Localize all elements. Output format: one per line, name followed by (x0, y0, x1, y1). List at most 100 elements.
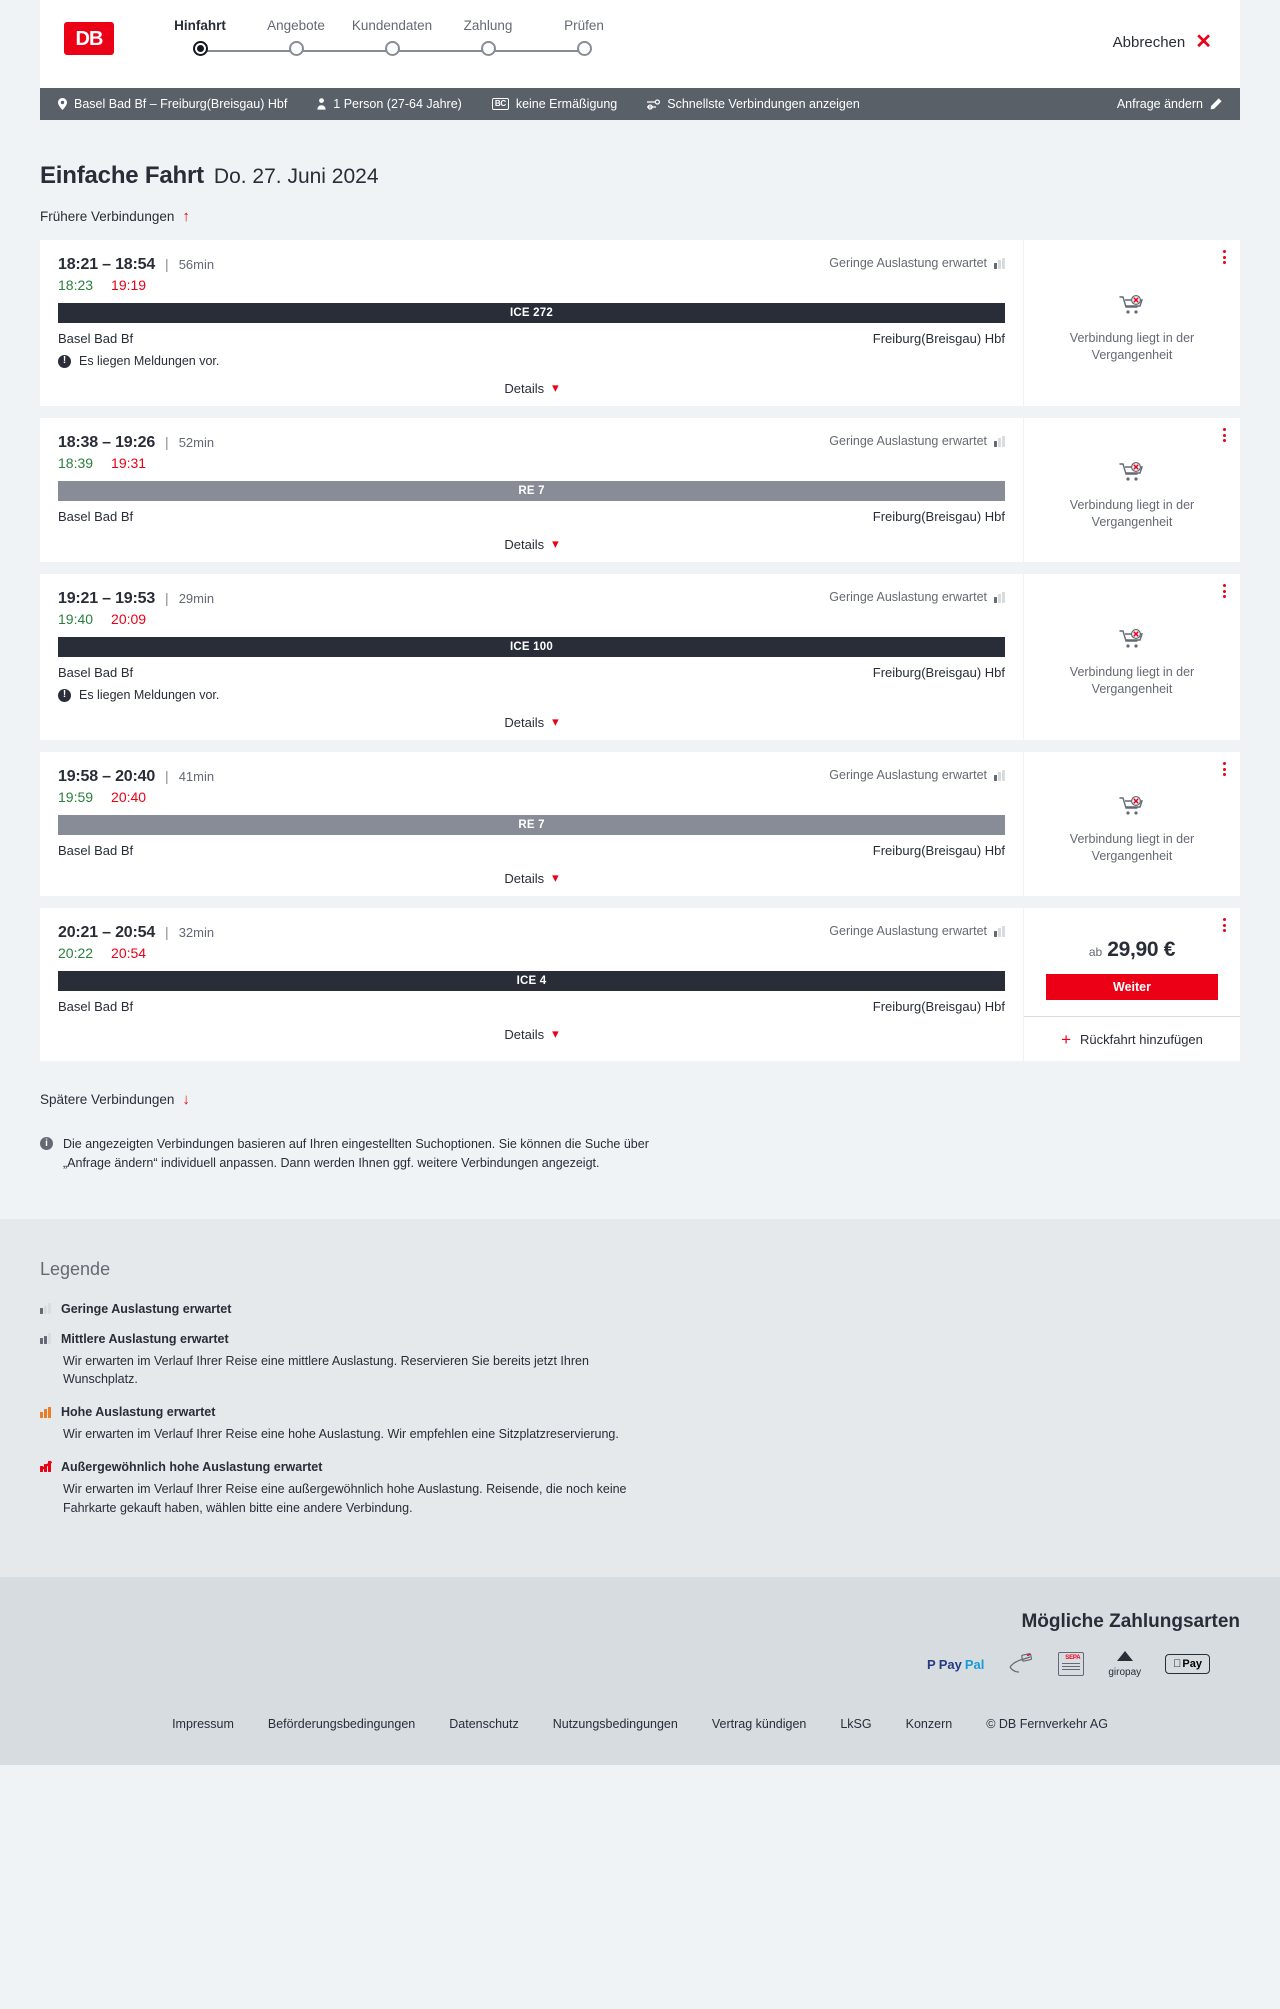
footer-link[interactable]: Konzern (905, 1717, 953, 1732)
step-dot-pruefen[interactable] (576, 41, 592, 56)
occupancy-low-icon (994, 435, 1005, 447)
step-label-zahlung[interactable]: Zahlung (463, 18, 513, 33)
payment-methods-block: Mögliche Zahlungsarten P Pay Pal SEPA (40, 1611, 1240, 1678)
main-content: Einfache Fahrt Do. 27. Juni 2024 Frühere… (0, 162, 1280, 1173)
train-badge[interactable]: RE 7 (58, 815, 1005, 835)
step-dot-angebote[interactable] (288, 41, 304, 56)
criteria-discount[interactable]: BC keine Ermäßigung (491, 97, 617, 111)
more-options-icon[interactable] (1223, 428, 1226, 442)
details-label: Details (504, 380, 545, 396)
later-connections-link[interactable]: Spätere Verbindungen ↓ (40, 1091, 190, 1108)
continue-button[interactable]: Weiter (1046, 974, 1218, 1000)
legend-item-label: Geringe Auslastung erwartet (61, 1301, 232, 1316)
actual-departure-time: 20:22 (58, 945, 94, 961)
footer-links: Impressum Beförderungsbedingungen Datensch… (40, 1717, 1240, 1765)
legend-section: Legende Geringe Auslastung erwartet Mittl… (0, 1218, 1280, 1578)
step-dot-hinfahrt[interactable] (192, 41, 208, 56)
footer-copyright: © DB Fernverkehr AG (986, 1717, 1108, 1732)
origin-station: Basel Bad Bf (58, 331, 134, 346)
train-badge[interactable]: ICE 272 (58, 303, 1005, 323)
times-separator: | (165, 768, 169, 784)
past-connection-block: Verbindung liegt in der Vergangenheit (1024, 574, 1240, 740)
step-dot-zahlung[interactable] (480, 41, 496, 56)
legend-item: Mittlere Auslastung erwartet Wir erwarten… (40, 1332, 1240, 1390)
footer-link[interactable]: Impressum (172, 1717, 234, 1732)
occupancy-low-icon (40, 1303, 51, 1314)
details-label: Details (504, 870, 545, 886)
criteria-route-label: Basel Bad Bf – Freiburg(Breisgau) Hbf (74, 97, 288, 111)
db-logo-icon[interactable]: DB (64, 22, 114, 55)
occupancy-label: Geringe Auslastung erwartet (829, 590, 987, 604)
step-dot-kundendaten[interactable] (384, 41, 400, 56)
connection-card[interactable]: 18:21 – 18:54 | 56min 18:23 19:19 Geringe Aus… (40, 240, 1240, 406)
step-label-kundendaten[interactable]: Kundendaten (351, 18, 433, 33)
footer-link[interactable]: Vertrag kündigen (711, 1717, 807, 1732)
more-options-icon[interactable] (1223, 584, 1226, 598)
connection-stations: Basel Bad Bf Freiburg(Breisgau) Hbf (58, 843, 1005, 858)
scheduled-times: 18:21 – 18:54 (58, 256, 156, 273)
more-options-icon[interactable] (1223, 918, 1226, 932)
cancel-button[interactable]: Abbrechen ✕ (1113, 32, 1212, 52)
connection-card[interactable]: 18:38 – 19:26 | 52min 18:39 19:31 Geringe Aus… (40, 418, 1240, 562)
train-badge[interactable]: RE 7 (58, 481, 1005, 501)
chevron-down-icon: ▾ (552, 714, 559, 729)
chevron-down-icon: ▾ (552, 536, 559, 551)
details-toggle[interactable]: Details ▾ (58, 870, 1005, 886)
location-pin-icon (58, 98, 67, 110)
train-badge[interactable]: ICE 4 (58, 971, 1005, 991)
giropay-icon: giropay (1108, 1651, 1141, 1678)
occupancy-high-icon (40, 1406, 51, 1418)
train-badge[interactable]: ICE 100 (58, 637, 1005, 657)
footer-link[interactable]: Datenschutz (449, 1717, 519, 1732)
criteria-passengers[interactable]: 1 Person (27-64 Jahre) (317, 97, 462, 111)
connection-card[interactable]: 20:21 – 20:54 | 32min 20:22 20:54 Geringe Aus… (40, 908, 1240, 1061)
criteria-route[interactable]: Basel Bad Bf – Freiburg(Breisgau) Hbf (58, 97, 287, 111)
details-toggle[interactable]: Details ▾ (58, 380, 1005, 396)
connection-card[interactable]: 19:21 – 19:53 | 29min 19:40 20:09 Geringe Aus… (40, 574, 1240, 740)
legend-item-head: Außergewöhnlich hohe Auslastung erwartet (40, 1460, 1240, 1474)
legend-item-label: Außergewöhnlich hohe Auslastung erwartet (61, 1459, 323, 1474)
connection-message: ! Es liegen Meldungen vor. (58, 688, 1005, 702)
legend-item-head: Hohe Auslastung erwartet (40, 1405, 1240, 1419)
connection-times: 19:21 – 19:53 | 29min 19:40 20:09 (58, 590, 214, 627)
actual-arrival-time: 19:31 (111, 455, 147, 471)
details-toggle[interactable]: Details ▾ (58, 536, 1005, 552)
add-return-trip-button[interactable]: + Rückfahrt hinzufügen (1024, 1017, 1240, 1061)
footer-link[interactable]: LkSG (840, 1717, 872, 1732)
search-info-text: Die angezeigten Verbindungen basieren au… (63, 1137, 649, 1170)
connection-main: 19:21 – 19:53 | 29min 19:40 20:09 Geringe Aus… (40, 574, 1024, 740)
apple-pay-icon: Pay (1165, 1651, 1210, 1677)
more-options-icon[interactable] (1223, 250, 1226, 264)
trip-duration: 29min (178, 591, 215, 606)
actual-departure-time: 19:40 (58, 611, 94, 627)
person-icon (317, 98, 326, 110)
footer-link[interactable]: Beförderungsbedingungen (267, 1717, 416, 1732)
edit-request-button[interactable]: Anfrage ändern (1117, 97, 1222, 111)
occupancy-low-icon (994, 769, 1005, 781)
step-label-angebote[interactable]: Angebote (267, 18, 325, 33)
past-connection-label: Verbindung liegt in der Vergangenheit (1069, 665, 1195, 696)
step-label-pruefen[interactable]: Prüfen (564, 18, 604, 33)
criteria-options[interactable]: Schnellste Verbindungen anzeigen (647, 97, 860, 111)
pencil-icon (1210, 98, 1222, 110)
earlier-connections-link[interactable]: Frühere Verbindungen ↑ (40, 208, 190, 225)
connection-card[interactable]: 19:58 – 20:40 | 41min 19:59 20:40 Geringe Aus… (40, 752, 1240, 896)
chevron-down-icon: ▾ (552, 870, 559, 885)
stepper-track (152, 41, 632, 61)
connection-main: 18:21 – 18:54 | 56min 18:23 19:19 Geringe Aus… (40, 240, 1024, 406)
footer-link[interactable]: Nutzungsbedingungen (552, 1717, 678, 1732)
connection-side-panel: Verbindung liegt in der Vergangenheit (1024, 752, 1240, 896)
trip-duration: 56min (178, 257, 215, 272)
alert-icon: ! (58, 688, 71, 702)
cart-unavailable-icon (1119, 294, 1145, 321)
step-label-hinfahrt[interactable]: Hinfahrt (174, 18, 226, 33)
details-label: Details (504, 536, 545, 552)
connection-times: 20:21 – 20:54 | 32min 20:22 20:54 (58, 924, 214, 961)
occupancy-indicator: Geringe Auslastung erwartet (829, 924, 1005, 938)
more-options-icon[interactable] (1223, 762, 1226, 776)
search-info-note: i Die angezeigten Verbindungen basieren … (40, 1135, 660, 1173)
details-toggle[interactable]: Details ▾ (58, 714, 1005, 730)
details-toggle[interactable]: Details ▾ (58, 1026, 1005, 1042)
page-title-main: Einfache Fahrt (40, 162, 204, 189)
scheduled-times: 18:38 – 19:26 (58, 434, 156, 451)
